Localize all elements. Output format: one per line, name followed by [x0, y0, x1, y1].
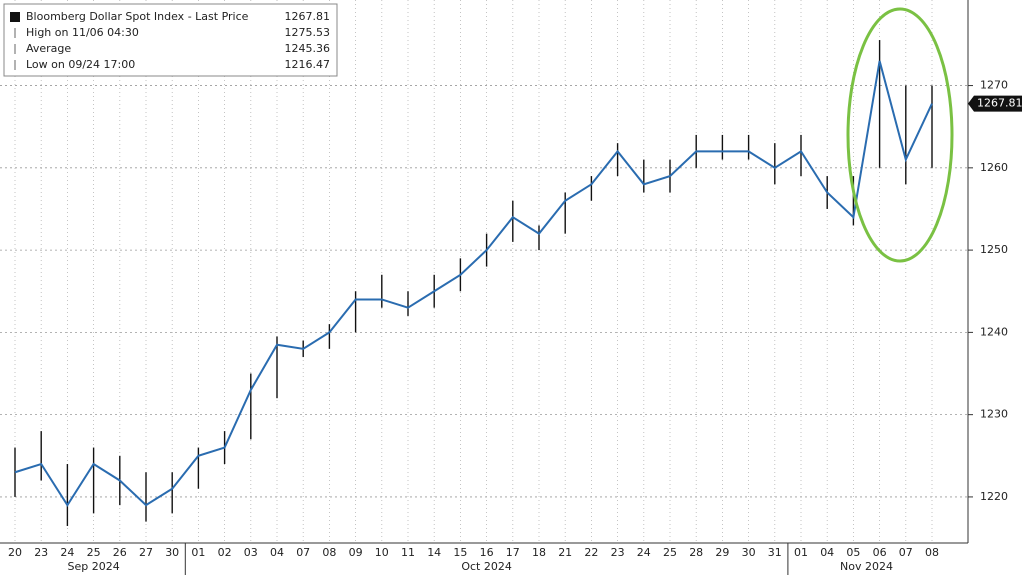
x-tick-label: 23 [34, 546, 48, 559]
plot-area [0, 0, 968, 543]
x-tick-label: 07 [296, 546, 310, 559]
x-tick-label: 16 [480, 546, 494, 559]
y-tick-label: 1270 [980, 79, 1008, 92]
y-tick-label: 1230 [980, 408, 1008, 421]
x-tick-label: 30 [165, 546, 179, 559]
x-tick-label: 26 [113, 546, 127, 559]
plot-layer [0, 0, 968, 543]
legend-swatch [10, 12, 20, 22]
x-tick-label: 25 [663, 546, 677, 559]
x-tick-label: 11 [401, 546, 415, 559]
y-tick-label: 1260 [980, 161, 1008, 174]
legend-label: High on 11/06 04:30 [26, 26, 139, 39]
last-price-label: 1267.81 [977, 97, 1023, 110]
legend-value: 1267.81 [285, 10, 331, 23]
x-tick-label: 08 [925, 546, 939, 559]
x-tick-label: 03 [244, 546, 258, 559]
x-tick-label: 28 [689, 546, 703, 559]
x-tick-label: 23 [611, 546, 625, 559]
x-tick-label: 22 [584, 546, 598, 559]
x-tick-label: 15 [453, 546, 467, 559]
highlight-ellipse [846, 7, 954, 263]
x-tick-label: 08 [322, 546, 336, 559]
x-tick-label: 14 [427, 546, 441, 559]
legend-value: 1275.53 [285, 26, 331, 39]
x-tick-label: 07 [899, 546, 913, 559]
legend-value: 1245.36 [285, 42, 331, 55]
x-tick-label: 29 [715, 546, 729, 559]
x-tick-label: 30 [742, 546, 756, 559]
y-tick-label: 1220 [980, 490, 1008, 503]
close-line [14, 60, 933, 508]
x-tick-label: 06 [873, 546, 887, 559]
legend: Bloomberg Dollar Spot Index - Last Price… [3, 3, 338, 77]
x-tick-label: 21 [558, 546, 572, 559]
y-tick-label: 1240 [980, 325, 1008, 338]
x-tick-label: 18 [532, 546, 546, 559]
x-tick-label: 04 [270, 546, 284, 559]
legend-box [3, 3, 338, 77]
y-tick-label: 1250 [980, 243, 1008, 256]
x-tick-label: 24 [637, 546, 651, 559]
x-tick-label: 24 [60, 546, 74, 559]
x-tick-label: 01 [794, 546, 808, 559]
x-tick-label: 10 [375, 546, 389, 559]
legend-label: Low on 09/24 17:00 [26, 58, 135, 71]
x-tick-label: 02 [218, 546, 232, 559]
legend-label: Average [26, 42, 71, 55]
x-tick-label: 31 [768, 546, 782, 559]
x-tick-label: 05 [846, 546, 860, 559]
legend-label: Bloomberg Dollar Spot Index - Last Price [26, 10, 249, 23]
x-tick-label: 27 [139, 546, 153, 559]
x-tick-label: 25 [87, 546, 101, 559]
month-label: Oct 2024 [461, 560, 512, 573]
month-label: Sep 2024 [67, 560, 119, 573]
x-tick-label: 09 [349, 546, 363, 559]
x-tick-label: 17 [506, 546, 520, 559]
x-tick-label: 01 [191, 546, 205, 559]
legend-value: 1216.47 [285, 58, 331, 71]
month-label: Nov 2024 [840, 560, 893, 573]
last-price-tag [968, 95, 1022, 112]
x-tick-label: 20 [8, 546, 22, 559]
x-tick-label: 04 [820, 546, 834, 559]
